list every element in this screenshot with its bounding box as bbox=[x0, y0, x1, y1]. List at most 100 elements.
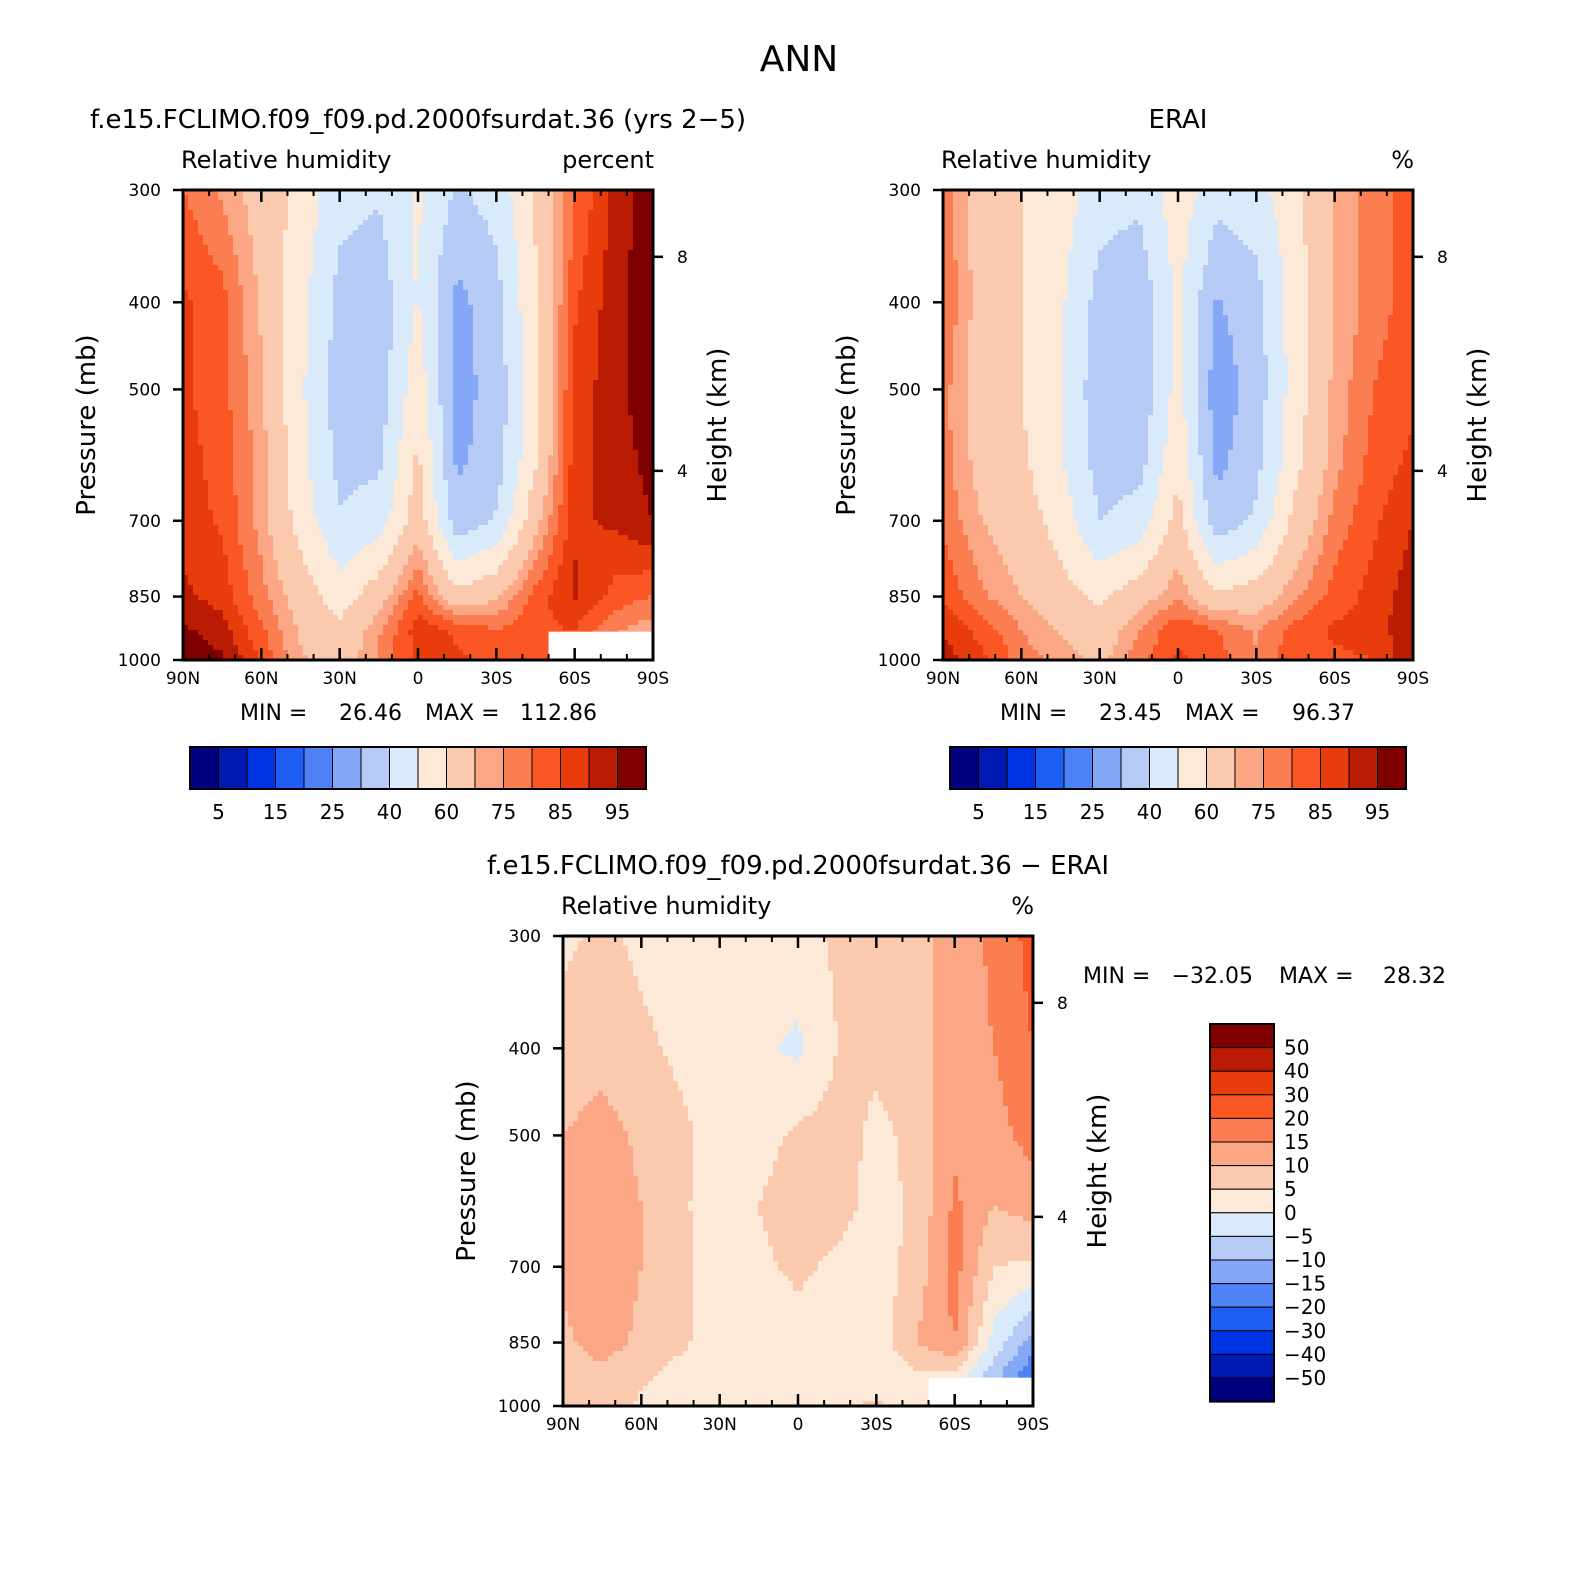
contour-cell bbox=[278, 205, 284, 211]
contour-cell bbox=[193, 270, 199, 276]
contour-cell bbox=[308, 360, 314, 366]
contour-cell bbox=[433, 385, 439, 391]
contour-cell bbox=[593, 435, 599, 441]
contour-cell bbox=[298, 300, 304, 306]
contour-cell bbox=[458, 420, 464, 426]
contour-cell bbox=[548, 290, 554, 296]
contour-cell bbox=[273, 385, 279, 391]
contour-cell bbox=[283, 250, 289, 256]
contour-cell bbox=[373, 205, 379, 211]
contour-cell bbox=[628, 425, 634, 431]
contour-cell bbox=[263, 450, 269, 456]
contour-cell bbox=[593, 320, 599, 326]
contour-cell bbox=[548, 365, 554, 371]
contour-cell bbox=[328, 235, 334, 241]
contour-cell bbox=[393, 275, 399, 281]
contour-cell bbox=[568, 205, 574, 211]
contour-cell bbox=[258, 205, 264, 211]
contour-cell bbox=[423, 290, 429, 296]
contour-cell bbox=[388, 350, 394, 356]
contour-cell bbox=[258, 360, 264, 366]
contour-cell bbox=[543, 370, 549, 376]
contour-cell bbox=[508, 205, 514, 211]
contour-cell bbox=[308, 425, 314, 431]
contour-cell bbox=[648, 330, 653, 336]
contour-cell bbox=[373, 390, 379, 396]
contour-cell bbox=[493, 325, 499, 331]
contour-cell bbox=[313, 300, 319, 306]
contour-cell bbox=[623, 435, 629, 441]
contour-cell bbox=[418, 385, 424, 391]
contour-cell bbox=[588, 370, 594, 376]
contour-cell bbox=[248, 300, 254, 306]
contour-cell bbox=[613, 225, 619, 231]
contour-cell bbox=[403, 395, 409, 401]
contour-cell bbox=[418, 350, 424, 356]
contour-cell bbox=[433, 315, 439, 321]
contour-cell bbox=[223, 380, 229, 386]
contour-cell bbox=[633, 445, 639, 451]
contour-cell bbox=[328, 390, 334, 396]
contour-cell bbox=[288, 430, 294, 436]
contour-cell bbox=[558, 245, 564, 251]
contour-cell bbox=[578, 380, 584, 386]
contour-cell bbox=[198, 275, 204, 281]
contour-cell bbox=[353, 300, 359, 306]
contour-cell bbox=[503, 285, 509, 291]
contour-cell bbox=[503, 205, 509, 211]
contour-cell bbox=[273, 355, 279, 361]
contour-cell bbox=[393, 450, 399, 456]
contour-cell bbox=[293, 395, 299, 401]
contour-cell bbox=[233, 450, 239, 456]
contour-cell bbox=[273, 285, 279, 291]
panel-model-contour-field bbox=[183, 190, 653, 660]
contour-cell bbox=[608, 445, 614, 451]
contour-cell bbox=[368, 345, 374, 351]
contour-cell bbox=[453, 275, 459, 281]
contour-cell bbox=[308, 240, 314, 246]
contour-cell bbox=[488, 320, 494, 326]
contour-cell bbox=[633, 205, 639, 211]
contour-cell bbox=[233, 325, 239, 331]
contour-cell bbox=[288, 405, 294, 411]
contour-cell bbox=[333, 310, 339, 316]
contour-cell bbox=[573, 450, 579, 456]
contour-cell bbox=[193, 195, 199, 201]
contour-cell bbox=[583, 190, 589, 196]
contour-cell bbox=[318, 255, 324, 261]
contour-cell bbox=[488, 445, 494, 451]
contour-cell bbox=[183, 415, 189, 421]
contour-cell bbox=[648, 445, 653, 451]
contour-cell bbox=[328, 410, 334, 416]
contour-cell bbox=[468, 355, 474, 361]
contour-cell bbox=[598, 305, 604, 311]
contour-cell bbox=[378, 405, 384, 411]
contour-cell bbox=[643, 410, 649, 416]
contour-cell bbox=[458, 255, 464, 261]
contour-cell bbox=[328, 345, 334, 351]
contour-cell bbox=[403, 195, 409, 201]
contour-cell bbox=[273, 340, 279, 346]
contour-cell bbox=[428, 220, 434, 226]
contour-cell bbox=[313, 200, 319, 206]
contour-cell bbox=[408, 450, 414, 456]
contour-cell bbox=[583, 395, 589, 401]
contour-cell bbox=[203, 210, 209, 216]
contour-cell bbox=[498, 265, 504, 271]
contour-cell bbox=[518, 425, 524, 431]
contour-cell bbox=[518, 370, 524, 376]
contour-cell bbox=[248, 380, 254, 386]
contour-cell bbox=[218, 195, 224, 201]
contour-cell bbox=[373, 280, 379, 286]
contour-cell bbox=[368, 200, 374, 206]
contour-cell bbox=[558, 360, 564, 366]
contour-cell bbox=[258, 375, 264, 381]
contour-cell bbox=[288, 385, 294, 391]
contour-cell bbox=[398, 215, 404, 221]
contour-cell bbox=[548, 370, 554, 376]
contour-cell bbox=[203, 275, 209, 281]
contour-cell bbox=[228, 280, 234, 286]
contour-cell bbox=[338, 430, 344, 436]
contour-cell bbox=[403, 270, 409, 276]
contour-cell bbox=[408, 425, 414, 431]
